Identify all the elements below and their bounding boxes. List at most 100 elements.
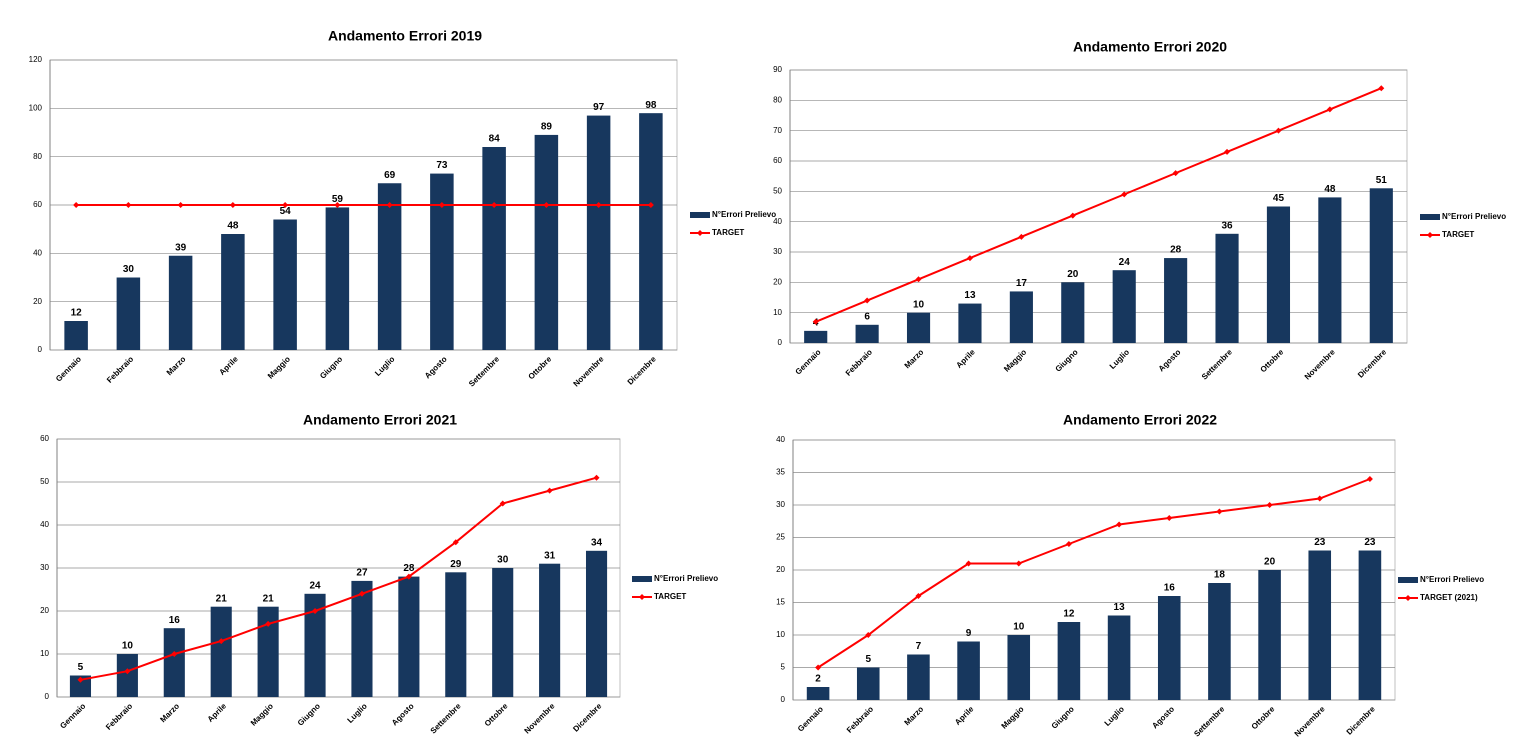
x-tick-label: Ottobre <box>1250 704 1277 731</box>
bar <box>1157 596 1181 700</box>
x-tick-label: Ottobre <box>1259 347 1286 374</box>
legend-marker <box>1427 232 1433 238</box>
x-tick-label: Febbraio <box>844 347 874 377</box>
y-tick-label: 40 <box>33 248 42 257</box>
x-tick-label: Maggio <box>266 354 292 380</box>
data-label: 39 <box>175 242 187 253</box>
data-label: 10 <box>122 641 134 652</box>
data-label: 30 <box>123 264 135 275</box>
x-tick-label: Giugno <box>1050 704 1076 730</box>
line-marker <box>438 202 445 208</box>
bar <box>398 576 420 697</box>
legend-label: TARGET <box>712 228 744 237</box>
bar <box>1112 270 1136 343</box>
bar <box>586 115 611 350</box>
line-marker <box>546 487 553 494</box>
y-tick-label: 40 <box>40 520 49 529</box>
x-tick-label: Luglio <box>1108 347 1131 370</box>
target-line <box>817 478 1371 669</box>
line-marker <box>815 664 822 671</box>
x-tick-label: Settembre <box>467 354 501 388</box>
bar <box>1208 583 1231 700</box>
y-tick-label: 50 <box>40 477 49 486</box>
data-label: 18 <box>1214 570 1226 581</box>
bar <box>69 675 92 697</box>
x-tick-label: Luglio <box>373 354 396 377</box>
bar <box>64 321 88 350</box>
bar <box>855 324 879 343</box>
line-marker <box>312 608 319 614</box>
x-tick-label: Febbraio <box>104 701 134 731</box>
legend-swatch <box>1398 577 1418 583</box>
data-label: 7 <box>916 641 922 652</box>
x-tick-label: Marzo <box>903 704 926 727</box>
line-marker <box>1266 502 1273 508</box>
line-marker <box>265 620 272 627</box>
legend-swatch <box>690 212 710 218</box>
legend-label: N°Errori Prelievo <box>1420 575 1484 584</box>
line-marker <box>966 255 973 262</box>
y-tick-label: 20 <box>773 277 782 286</box>
y-tick-label: 20 <box>40 606 49 615</box>
data-label: 20 <box>1067 269 1079 280</box>
data-label: 16 <box>169 615 181 626</box>
line-marker <box>171 651 178 657</box>
x-tick-label: Novembre <box>1293 704 1327 738</box>
data-label: 36 <box>1221 220 1233 231</box>
data-label: 9 <box>966 628 972 639</box>
line-marker <box>334 202 341 208</box>
data-label: 84 <box>489 134 501 145</box>
y-tick-label: 5 <box>781 663 786 672</box>
bar <box>1057 622 1081 700</box>
x-tick-label: Dicembre <box>571 701 604 734</box>
bar <box>1266 206 1291 343</box>
y-tick-label: 100 <box>29 103 43 112</box>
line-marker <box>1121 191 1128 198</box>
x-tick-label: Giugno <box>296 701 322 727</box>
bar <box>430 173 454 350</box>
legend-label: N°Errori Prelievo <box>1442 212 1506 221</box>
bar <box>304 593 326 697</box>
x-tick-label: Aprile <box>217 354 240 377</box>
legend-swatch <box>632 576 652 582</box>
plot-area <box>789 69 1408 344</box>
bar <box>1009 291 1033 343</box>
line-marker <box>865 632 872 638</box>
data-label: 30 <box>497 555 509 566</box>
legend-swatch <box>1420 214 1440 220</box>
data-label: 13 <box>964 290 976 301</box>
target-line <box>815 87 1382 323</box>
chart-title: Andamento Errori 2020 <box>1073 39 1227 55</box>
x-tick-label: Dicembre <box>626 354 659 387</box>
data-label: 5 <box>865 654 871 665</box>
y-tick-label: 0 <box>38 345 43 354</box>
chart: Andamento Errori 20220510152025303540Gen… <box>776 412 1484 739</box>
line-marker <box>386 202 393 208</box>
bar <box>534 134 559 350</box>
y-tick-label: 60 <box>773 156 782 165</box>
y-tick-label: 70 <box>773 126 782 135</box>
line-marker <box>77 676 84 683</box>
y-tick-label: 60 <box>40 434 49 443</box>
data-label: 5 <box>78 662 84 673</box>
line-marker <box>125 202 132 208</box>
bar <box>1318 197 1342 343</box>
x-tick-label: Dicembre <box>1345 704 1378 737</box>
data-label: 29 <box>450 559 462 570</box>
x-tick-label: Agosto <box>390 701 416 727</box>
bar <box>856 667 880 700</box>
bar <box>325 207 350 350</box>
y-tick-label: 40 <box>776 435 785 444</box>
x-tick-label: Marzo <box>165 354 188 377</box>
data-label: 69 <box>384 170 396 181</box>
bar <box>492 568 514 697</box>
line-marker <box>1172 170 1179 177</box>
line-marker <box>1116 521 1123 528</box>
data-label: 89 <box>541 122 553 133</box>
data-label: 23 <box>1314 537 1326 548</box>
data-label: 28 <box>403 563 415 574</box>
bar <box>445 572 467 697</box>
line-marker <box>864 297 871 304</box>
y-tick-label: 10 <box>776 630 785 639</box>
bar <box>585 550 608 697</box>
